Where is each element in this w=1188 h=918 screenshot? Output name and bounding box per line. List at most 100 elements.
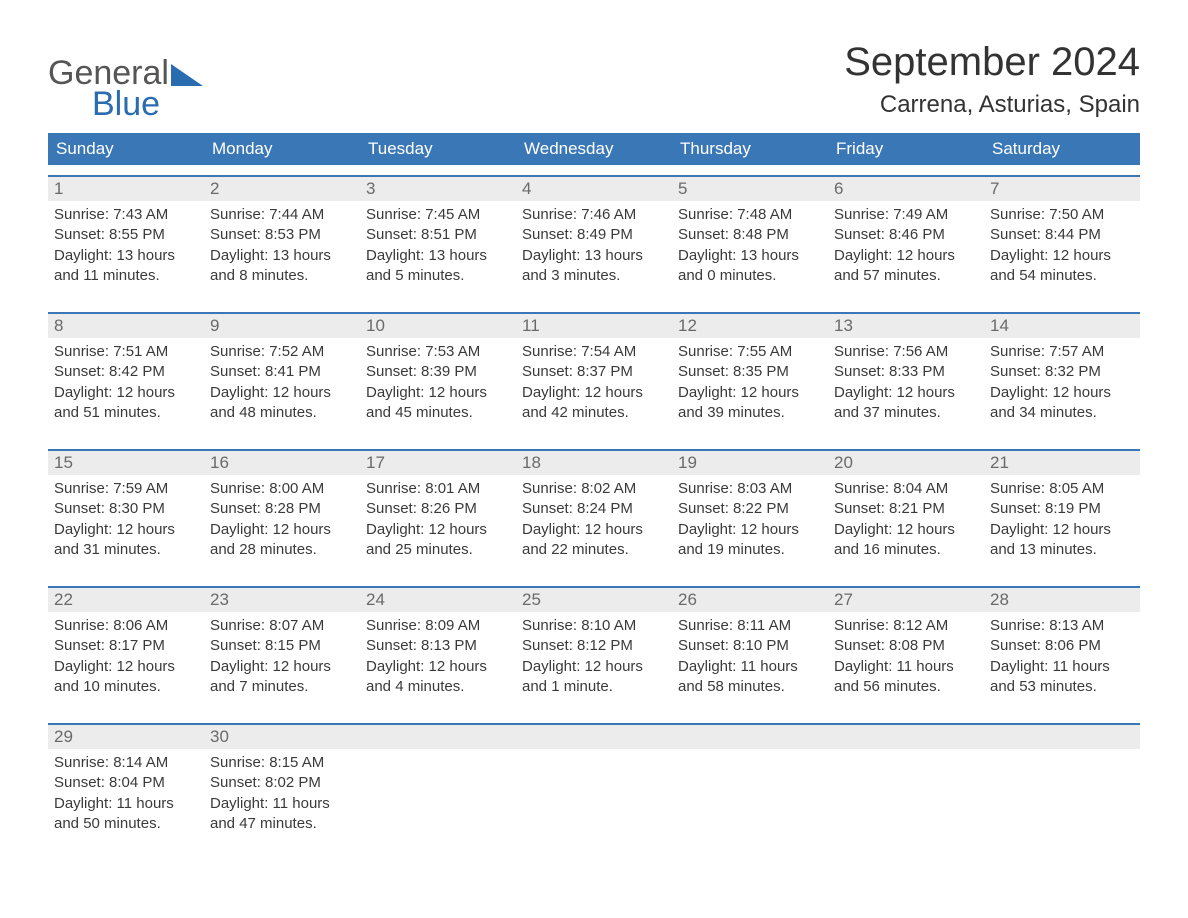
daybody-row: Sunrise: 8:06 AMSunset: 8:17 PMDaylight:… xyxy=(48,612,1140,713)
daylight-line: Daylight: 11 hours and 50 minutes. xyxy=(54,794,198,835)
day-body: Sunrise: 7:56 AMSunset: 8:33 PMDaylight:… xyxy=(828,338,984,439)
sunrise-line: Sunrise: 8:01 AM xyxy=(366,479,510,499)
day-body: Sunrise: 8:04 AMSunset: 8:21 PMDaylight:… xyxy=(828,475,984,576)
dow-sunday: Sunday xyxy=(48,133,204,165)
daylight-line: Daylight: 12 hours and 51 minutes. xyxy=(54,383,198,424)
sunrise-line: Sunrise: 7:44 AM xyxy=(210,205,354,225)
sunrise-line: Sunrise: 8:15 AM xyxy=(210,753,354,773)
sunrise-line: Sunrise: 7:53 AM xyxy=(366,342,510,362)
day-body: Sunrise: 7:45 AMSunset: 8:51 PMDaylight:… xyxy=(360,201,516,302)
location: Carrena, Asturias, Spain xyxy=(844,91,1140,119)
sunset-line: Sunset: 8:08 PM xyxy=(834,636,978,656)
daynum-row: 15161718192021 xyxy=(48,451,1140,475)
day-number xyxy=(984,725,1140,749)
sunrise-line: Sunrise: 8:13 AM xyxy=(990,616,1134,636)
sunrise-line: Sunrise: 7:43 AM xyxy=(54,205,198,225)
day-body: Sunrise: 8:01 AMSunset: 8:26 PMDaylight:… xyxy=(360,475,516,576)
day-number: 21 xyxy=(984,451,1140,475)
sunset-line: Sunset: 8:41 PM xyxy=(210,362,354,382)
day-body: Sunrise: 7:49 AMSunset: 8:46 PMDaylight:… xyxy=(828,201,984,302)
dow-tuesday: Tuesday xyxy=(360,133,516,165)
day-body xyxy=(516,749,672,850)
day-number: 12 xyxy=(672,314,828,338)
day-number: 10 xyxy=(360,314,516,338)
daylight-line: Daylight: 12 hours and 1 minute. xyxy=(522,657,666,698)
day-body: Sunrise: 7:51 AMSunset: 8:42 PMDaylight:… xyxy=(48,338,204,439)
day-number xyxy=(828,725,984,749)
logo-line2: Blue xyxy=(48,89,169,120)
weeks-container: 1234567Sunrise: 7:43 AMSunset: 8:55 PMDa… xyxy=(48,175,1140,850)
sunrise-line: Sunrise: 8:09 AM xyxy=(366,616,510,636)
page-title: September 2024 xyxy=(844,40,1140,85)
day-number: 1 xyxy=(48,177,204,201)
day-body: Sunrise: 8:11 AMSunset: 8:10 PMDaylight:… xyxy=(672,612,828,713)
sunrise-line: Sunrise: 7:59 AM xyxy=(54,479,198,499)
daylight-line: Daylight: 12 hours and 39 minutes. xyxy=(678,383,822,424)
day-number xyxy=(672,725,828,749)
sunset-line: Sunset: 8:10 PM xyxy=(678,636,822,656)
day-number: 19 xyxy=(672,451,828,475)
daybody-row: Sunrise: 7:43 AMSunset: 8:55 PMDaylight:… xyxy=(48,201,1140,302)
day-number: 20 xyxy=(828,451,984,475)
daylight-line: Daylight: 12 hours and 31 minutes. xyxy=(54,520,198,561)
daybody-row: Sunrise: 7:51 AMSunset: 8:42 PMDaylight:… xyxy=(48,338,1140,439)
daylight-line: Daylight: 13 hours and 0 minutes. xyxy=(678,246,822,287)
day-body: Sunrise: 7:46 AMSunset: 8:49 PMDaylight:… xyxy=(516,201,672,302)
sunset-line: Sunset: 8:51 PM xyxy=(366,225,510,245)
dow-friday: Friday xyxy=(828,133,984,165)
sunset-line: Sunset: 8:32 PM xyxy=(990,362,1134,382)
day-number: 3 xyxy=(360,177,516,201)
dow-monday: Monday xyxy=(204,133,360,165)
day-number: 30 xyxy=(204,725,360,749)
day-number: 26 xyxy=(672,588,828,612)
daynum-row: 891011121314 xyxy=(48,314,1140,338)
sunset-line: Sunset: 8:06 PM xyxy=(990,636,1134,656)
sunset-line: Sunset: 8:12 PM xyxy=(522,636,666,656)
sunrise-line: Sunrise: 7:55 AM xyxy=(678,342,822,362)
day-number: 6 xyxy=(828,177,984,201)
sunrise-line: Sunrise: 8:14 AM xyxy=(54,753,198,773)
sunset-line: Sunset: 8:19 PM xyxy=(990,499,1134,519)
daylight-line: Daylight: 12 hours and 4 minutes. xyxy=(366,657,510,698)
day-number: 17 xyxy=(360,451,516,475)
day-number: 2 xyxy=(204,177,360,201)
day-number: 11 xyxy=(516,314,672,338)
sunrise-line: Sunrise: 8:03 AM xyxy=(678,479,822,499)
day-number: 4 xyxy=(516,177,672,201)
sunrise-line: Sunrise: 7:57 AM xyxy=(990,342,1134,362)
day-body: Sunrise: 7:54 AMSunset: 8:37 PMDaylight:… xyxy=(516,338,672,439)
sunrise-line: Sunrise: 8:12 AM xyxy=(834,616,978,636)
day-body: Sunrise: 7:59 AMSunset: 8:30 PMDaylight:… xyxy=(48,475,204,576)
day-body: Sunrise: 8:03 AMSunset: 8:22 PMDaylight:… xyxy=(672,475,828,576)
daylight-line: Daylight: 13 hours and 5 minutes. xyxy=(366,246,510,287)
sunset-line: Sunset: 8:21 PM xyxy=(834,499,978,519)
sunrise-line: Sunrise: 7:49 AM xyxy=(834,205,978,225)
day-body: Sunrise: 8:15 AMSunset: 8:02 PMDaylight:… xyxy=(204,749,360,850)
sunrise-line: Sunrise: 8:10 AM xyxy=(522,616,666,636)
sunrise-line: Sunrise: 8:02 AM xyxy=(522,479,666,499)
daylight-line: Daylight: 12 hours and 54 minutes. xyxy=(990,246,1134,287)
sunrise-line: Sunrise: 8:06 AM xyxy=(54,616,198,636)
dow-header: Sunday Monday Tuesday Wednesday Thursday… xyxy=(48,133,1140,165)
daylight-line: Daylight: 11 hours and 58 minutes. xyxy=(678,657,822,698)
sunrise-line: Sunrise: 8:00 AM xyxy=(210,479,354,499)
day-body: Sunrise: 7:52 AMSunset: 8:41 PMDaylight:… xyxy=(204,338,360,439)
day-body: Sunrise: 7:50 AMSunset: 8:44 PMDaylight:… xyxy=(984,201,1140,302)
day-number: 7 xyxy=(984,177,1140,201)
daylight-line: Daylight: 12 hours and 25 minutes. xyxy=(366,520,510,561)
day-number: 22 xyxy=(48,588,204,612)
sunrise-line: Sunrise: 8:07 AM xyxy=(210,616,354,636)
daylight-line: Daylight: 12 hours and 16 minutes. xyxy=(834,520,978,561)
daylight-line: Daylight: 11 hours and 53 minutes. xyxy=(990,657,1134,698)
day-number: 9 xyxy=(204,314,360,338)
day-number: 29 xyxy=(48,725,204,749)
logo-text: General Blue xyxy=(48,58,169,119)
daylight-line: Daylight: 12 hours and 22 minutes. xyxy=(522,520,666,561)
sunset-line: Sunset: 8:30 PM xyxy=(54,499,198,519)
day-number: 18 xyxy=(516,451,672,475)
daylight-line: Daylight: 12 hours and 45 minutes. xyxy=(366,383,510,424)
sunset-line: Sunset: 8:33 PM xyxy=(834,362,978,382)
daynum-row: 2930 xyxy=(48,725,1140,749)
sunset-line: Sunset: 8:04 PM xyxy=(54,773,198,793)
sunrise-line: Sunrise: 7:45 AM xyxy=(366,205,510,225)
